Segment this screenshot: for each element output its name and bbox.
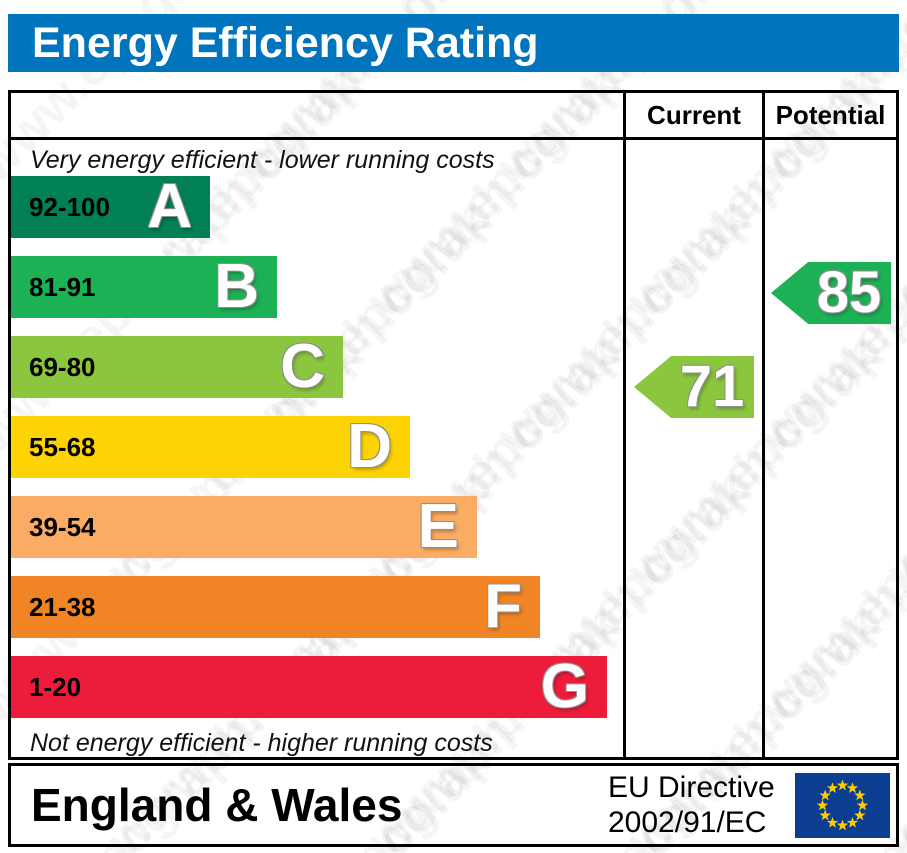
column-divider-potential <box>762 93 765 757</box>
band-range-label: 39-54 <box>29 512 96 542</box>
table-header-row <box>11 93 896 140</box>
eu-directive-line2: 2002/91/EC <box>608 806 767 839</box>
band-letter: E <box>417 492 459 561</box>
band-range-label: 21-38 <box>29 592 96 622</box>
band-range-label: 1-20 <box>29 672 82 702</box>
page-title: Energy Efficiency Rating <box>32 19 539 67</box>
band-letter: F <box>484 572 522 641</box>
band-f: 21-38 F <box>11 576 540 638</box>
band-a: 92-100 A <box>11 176 210 238</box>
band-range-label: 69-80 <box>29 352 96 382</box>
band-letter: G <box>540 652 589 721</box>
band-range-label: 81-91 <box>29 272 96 302</box>
potential-rating-arrow: 85 <box>771 262 891 324</box>
title-bar: Energy Efficiency Rating <box>8 14 899 72</box>
column-header-potential: Potential <box>775 100 886 130</box>
caption-not-efficient: Not energy efficient - higher running co… <box>30 729 493 757</box>
current-rating-arrow: 71 <box>634 356 754 418</box>
eu-directive-line1: EU Directive <box>608 771 775 804</box>
band-letter: D <box>347 412 392 481</box>
band-d: 55-68 D <box>11 416 410 478</box>
band-e: 39-54 E <box>11 496 477 558</box>
eu-flag-icon <box>795 773 890 838</box>
band-range-label: 92-100 <box>29 192 110 222</box>
column-header-current: Current <box>647 100 741 130</box>
band-range-label: 55-68 <box>29 432 96 462</box>
band-letter: C <box>280 332 325 401</box>
rating-bands: 92-100 A 81-91 B 69-80 C 55-68 D 39-54 E 21-38 F 1-2… <box>11 176 623 736</box>
caption-very-efficient: Very energy efficient - lower running co… <box>30 146 495 174</box>
band-b: 81-91 B <box>11 256 277 318</box>
band-letter: B <box>214 252 259 321</box>
rating-table: Current Potential Very energy efficient … <box>8 90 899 760</box>
band-g: 1-20 G <box>11 656 607 718</box>
eu-directive-text: EU Directive 2002/91/EC <box>608 770 775 840</box>
band-letter: A <box>147 172 192 241</box>
region-label: England & Wales <box>31 779 403 831</box>
footer: England & Wales EU Directive 2002/91/EC <box>8 763 899 847</box>
column-divider-current <box>623 93 626 757</box>
band-c: 69-80 C <box>11 336 343 398</box>
current-rating-value: 71 <box>679 354 745 419</box>
potential-rating-value: 85 <box>816 260 882 325</box>
